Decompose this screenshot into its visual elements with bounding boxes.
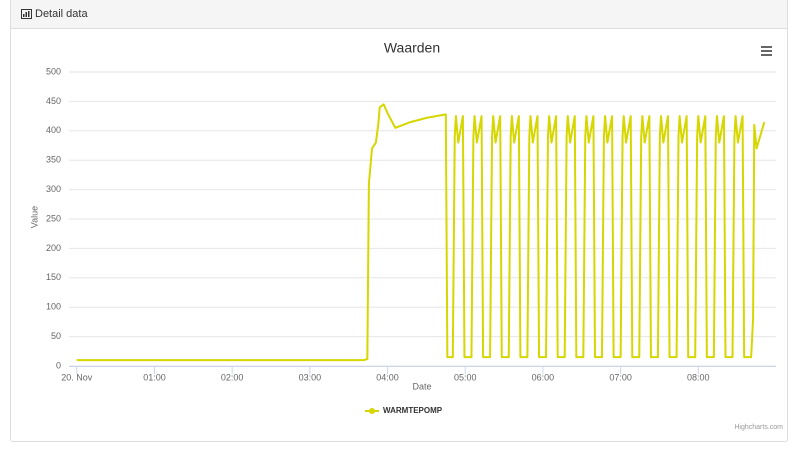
data-line <box>76 103 766 362</box>
menu-button[interactable] <box>761 46 772 56</box>
legend-symbol-marker <box>369 408 375 414</box>
y-axis-title: Value <box>29 206 39 228</box>
x-tick-label: 07:00 <box>609 372 632 382</box>
x-tick-label: 20. Nov <box>61 372 93 382</box>
x-tick-label: 05:00 <box>454 372 477 382</box>
chart-icon <box>21 9 32 19</box>
y-tick-label: 400 <box>46 125 61 135</box>
y-tick-label: 500 <box>46 66 61 76</box>
legend-label[interactable]: WARMTEPOMP <box>383 406 443 415</box>
y-tick-label: 250 <box>46 213 61 223</box>
y-tick-label: 350 <box>46 155 61 165</box>
chart-title: Waarden <box>384 40 440 56</box>
y-tick-label: 0 <box>56 360 61 370</box>
panel-body: Waarden Value Date Highcharts.com 0 50 100… <box>10 29 788 442</box>
x-tick-label: 02:00 <box>221 372 244 382</box>
y-tick-label: 50 <box>51 331 61 341</box>
x-tick-label: 01:00 <box>143 372 166 382</box>
y-tick-label: 450 <box>46 96 61 106</box>
x-tick-label: 04:00 <box>376 372 399 382</box>
y-tick-label: 100 <box>46 302 61 312</box>
x-tick-label: 06:00 <box>532 372 555 382</box>
x-tick-label: 08:00 <box>687 372 710 382</box>
y-tick-label: 200 <box>46 243 61 253</box>
y-tick-label: 150 <box>46 272 61 282</box>
credits[interactable]: Highcharts.com <box>734 424 783 431</box>
y-tick-label: 300 <box>46 184 61 194</box>
panel-title: Detail data <box>35 8 88 20</box>
x-tick-label: 03:00 <box>299 372 322 382</box>
panel-header: Detail data <box>10 0 788 29</box>
x-axis-title: Date <box>412 381 431 391</box>
chart: Waarden Value Date Highcharts.com 0 50 100… <box>29 40 783 431</box>
